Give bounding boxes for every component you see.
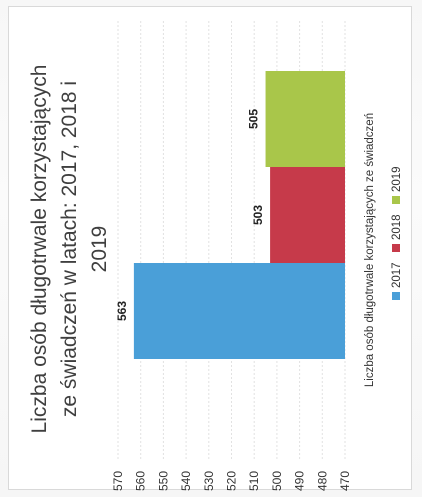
y-tick-label: 540 <box>179 471 193 491</box>
legend-label-2018: 2018 <box>391 214 403 240</box>
chart-title-line-1: Liczba osób długotrwale korzystających <box>28 65 51 434</box>
y-tick-label: 570 <box>111 471 125 491</box>
legend: 2017 2018 2019 <box>391 166 403 300</box>
y-axis-ticks: 570 560 550 540 530 520 510 500 490 480 470 <box>111 471 352 491</box>
legend-label-2017: 2017 <box>391 262 403 288</box>
chart-title-line-3: 2019 <box>88 226 111 273</box>
data-label-2017: 563 <box>115 301 129 321</box>
data-labels: 563 503 505 <box>115 109 265 321</box>
legend-swatch-2017 <box>392 292 400 300</box>
data-label-2018: 503 <box>251 205 265 225</box>
y-tick-label: 560 <box>134 471 148 491</box>
bars <box>133 71 345 359</box>
y-tick-label: 510 <box>247 471 261 491</box>
bar-2019 <box>265 71 345 167</box>
y-tick-label: 530 <box>202 471 216 491</box>
bar-2017 <box>133 263 345 359</box>
data-label-2019: 505 <box>247 109 261 129</box>
y-tick-label: 490 <box>293 471 307 491</box>
legend-label-2019: 2019 <box>391 166 403 192</box>
y-tick-label: 480 <box>315 471 329 491</box>
category-label: Liczba osób długotrwale korzystających z… <box>364 113 376 387</box>
chart-title-line-2: ze świadczeń w latach: 2017, 2018 i <box>58 81 81 417</box>
legend-swatch-2018 <box>392 244 400 252</box>
y-tick-label: 500 <box>270 471 284 491</box>
y-tick-label: 550 <box>156 471 170 491</box>
bar-2018 <box>270 167 345 263</box>
y-tick-label: 470 <box>338 471 352 491</box>
legend-swatch-2019 <box>392 196 400 204</box>
y-tick-label: 520 <box>225 471 239 491</box>
